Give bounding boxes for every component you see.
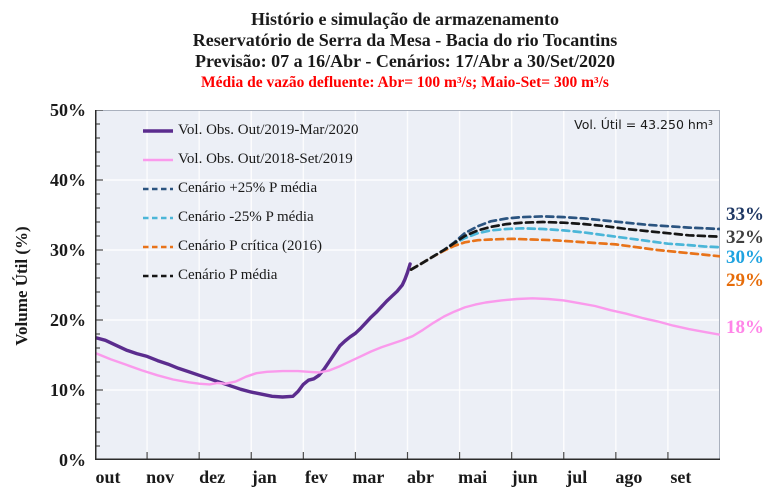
end-value-label: 33% — [726, 204, 764, 225]
chart-subtitle-forecast: Previsão: 07 a 16/Abr - Cenários: 17/Abr… — [195, 51, 615, 71]
x-tick-label: fev — [304, 467, 328, 487]
x-tick-label: mar — [352, 467, 385, 487]
y-axis-title: Volume Útil (%) — [12, 226, 31, 346]
x-tick-label: set — [670, 467, 692, 487]
series-line-3 — [409, 226, 720, 271]
legend-label: Cenário +25% P média — [178, 180, 318, 196]
legend-label: Cenário P média — [178, 267, 278, 283]
legend-item: Cenário P crítica (2016) — [143, 232, 359, 261]
chart-subtitle-outflow: Média de vazão defluente: Abr= 100 m³/s;… — [201, 74, 609, 91]
legend: Vol. Obs. Out/2019-Mar/2020 Vol. Obs. Out… — [143, 116, 359, 290]
chart-title: Histório e simulação de armazenamento — [251, 9, 559, 29]
chart-subtitle-reservoir: Reservatório de Serra da Mesa - Bacia do… — [192, 30, 618, 50]
end-value-label: 29% — [726, 269, 764, 291]
y-tick-label: 10% — [50, 380, 86, 400]
x-tick-label: dez — [199, 467, 226, 487]
series-line-1 — [95, 297, 720, 386]
plot-canvas — [95, 110, 720, 460]
legend-line-sample — [143, 216, 173, 219]
legend-label: Vol. Obs. Out/2019-Mar/2020 — [178, 122, 359, 138]
series-line-5 — [409, 220, 720, 271]
legend-line-sample — [143, 274, 173, 277]
legend-line-sample — [143, 128, 173, 133]
y-tick-label: 50% — [50, 100, 86, 120]
end-value-label: 18% — [726, 316, 764, 338]
end-value-label: 30% — [726, 246, 764, 268]
legend-item: Vol. Obs. Out/2019-Mar/2020 — [143, 116, 359, 145]
x-tick-label: jul — [566, 467, 588, 487]
series-line-4 — [409, 237, 720, 271]
legend-item: Cenário +25% P média — [143, 174, 359, 203]
x-tick-label: nov — [146, 467, 175, 487]
y-tick-label: 40% — [50, 170, 86, 190]
legend-label: Cenário P crítica (2016) — [178, 238, 322, 254]
legend-label: Vol. Obs. Out/2018-Set/2019 — [178, 151, 353, 167]
legend-line-sample — [143, 187, 173, 190]
legend-item: Cenário P média — [143, 261, 359, 290]
series-line-0 — [95, 262, 412, 399]
end-value-label: 32% — [726, 227, 764, 249]
legend-line-sample — [143, 158, 173, 161]
legend-label: Cenário -25% P média — [178, 209, 314, 225]
y-tick-label: 30% — [50, 240, 86, 260]
x-tick-label: ago — [615, 467, 643, 487]
y-tick-label: 0% — [59, 450, 86, 470]
legend-item: Vol. Obs. Out/2018-Set/2019 — [143, 145, 359, 174]
legend-item: Cenário -25% P média — [143, 203, 359, 232]
x-tick-label: jun — [511, 467, 538, 487]
x-tick-label: out — [95, 467, 121, 487]
chart-title-block: Histório e simulação de armazenamento Re… — [40, 9, 768, 93]
x-tick-label: mai — [458, 467, 488, 487]
x-tick-label: abr — [407, 467, 434, 487]
useful-volume-annotation: Vol. Útil = 43.250 hm³ — [574, 117, 713, 132]
legend-line-sample — [143, 245, 173, 248]
y-tick-label: 20% — [50, 310, 86, 330]
x-tick-label: jan — [251, 467, 277, 487]
